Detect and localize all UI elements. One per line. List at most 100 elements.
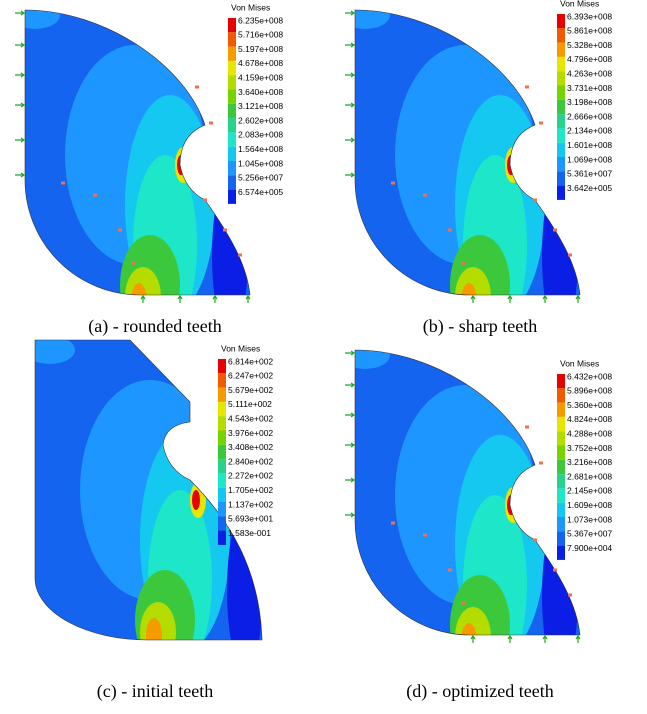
legend-label: 5.256e+007: [238, 173, 283, 183]
legend-label: 4.796e+008: [567, 54, 612, 64]
legend-swatch: [557, 374, 565, 389]
legend-label: 5.896e+008: [567, 386, 612, 396]
support-arrow: [542, 294, 548, 303]
legend-swatch: [557, 142, 565, 157]
legend-label: 3.642e+005: [567, 183, 612, 193]
contour-band: [461, 283, 477, 295]
legend-swatch: [228, 75, 236, 90]
contour-band: [131, 283, 147, 295]
legend-swatch: [557, 459, 565, 475]
legend-label: 7.900e+004: [567, 543, 612, 553]
boundary-node: [525, 85, 529, 89]
legend-title: Von Mises: [560, 358, 599, 368]
legend-label: 2.666e+008: [567, 111, 612, 121]
legend-label: 6.574e+005: [238, 187, 283, 197]
boundary-node: [448, 568, 452, 572]
legend-swatch: [218, 516, 226, 531]
support-arrow: [507, 294, 513, 303]
legend-label: 2.134e+008: [567, 126, 612, 136]
legend-label: 1.609e+008: [567, 500, 612, 510]
load-arrow: [345, 442, 356, 448]
legend-swatch: [557, 431, 565, 446]
legend-label: 4.678e+008: [238, 58, 283, 68]
legend-swatch: [228, 161, 236, 176]
support-arrow: [470, 634, 476, 643]
support-arrow: [470, 294, 476, 303]
stress-field: [355, 10, 580, 295]
legend-label: 1.564e+008: [238, 144, 283, 154]
contour-band: [192, 490, 200, 510]
contour-band: [455, 607, 491, 635]
legend-swatch: [557, 71, 565, 86]
boundary-node: [118, 228, 122, 232]
part-outline: [34, 339, 263, 641]
boundary-node: [238, 253, 242, 257]
boundary-node: [525, 425, 529, 429]
legend-label: 5.360e+008: [567, 400, 612, 410]
legend-swatch: [218, 359, 226, 374]
boundary-node: [553, 568, 557, 572]
caption: (c) - initial teeth: [97, 681, 213, 702]
boundary-node: [553, 228, 557, 232]
boundary-node: [568, 253, 572, 257]
legend-label: 5.367e+007: [567, 529, 612, 539]
boundary-node: [223, 228, 227, 232]
load-arrow: [345, 512, 356, 518]
legend-swatch: [218, 430, 226, 445]
legend-swatch: [228, 89, 236, 104]
contour-band: [507, 495, 515, 515]
contour-band: [507, 155, 515, 175]
contour-band: [146, 618, 162, 640]
support-arrow: [177, 294, 183, 303]
legend-swatch: [557, 517, 565, 532]
legend-label: 1.601e+008: [567, 140, 612, 150]
support-arrow: [542, 634, 548, 643]
legend-swatch: [557, 185, 565, 200]
legend-swatch: [218, 444, 226, 460]
legend-swatch: [557, 114, 565, 129]
load-arrow: [345, 72, 356, 78]
legend-swatch: [557, 502, 565, 517]
legend-swatch: [228, 175, 236, 190]
legend-label: 4.288e+008: [567, 428, 612, 438]
legend-swatch: [228, 132, 236, 147]
legend-title: Von Mises: [221, 343, 260, 353]
boundary-node: [423, 533, 427, 537]
legend-label: 1.073e+008: [567, 514, 612, 524]
legend-swatch: [218, 401, 226, 417]
legend-label: 3.731e+008: [567, 83, 612, 93]
legend-swatch: [228, 118, 236, 133]
legend-swatch: [557, 42, 565, 57]
load-arrow: [15, 42, 26, 48]
contour-band: [35, 340, 75, 364]
legend-label: 3.976e+002: [228, 428, 273, 438]
boundary-node: [448, 228, 452, 232]
boundary-node: [533, 198, 537, 202]
legend-swatch: [557, 416, 565, 432]
load-arrow: [15, 102, 26, 108]
stress-field: [355, 350, 580, 635]
caption: (d) - optimized teeth: [406, 681, 553, 702]
legend-swatch: [557, 56, 565, 72]
load-arrow: [345, 477, 356, 483]
legend-swatch: [218, 387, 226, 402]
legend-label: 5.328e+008: [567, 40, 612, 50]
legend-swatch: [228, 32, 236, 47]
load-arrow: [15, 172, 26, 178]
legend-label: 4.824e+008: [567, 414, 612, 424]
boundary-node: [61, 181, 65, 185]
legend-label: 2.602e+008: [238, 115, 283, 125]
boundary-node: [209, 121, 213, 125]
legend-swatch: [218, 459, 226, 474]
legend-swatch: [557, 128, 565, 143]
legend-swatch: [557, 85, 565, 100]
legend-swatch: [557, 28, 565, 43]
legend-swatch: [228, 60, 236, 76]
legend-label: 2.840e+002: [228, 456, 273, 466]
legend-label: 5.716e+008: [238, 30, 283, 40]
load-arrow: [345, 137, 356, 143]
support-arrow: [212, 294, 218, 303]
legend-title: Von Mises: [231, 2, 270, 12]
legend-swatch: [557, 545, 565, 560]
